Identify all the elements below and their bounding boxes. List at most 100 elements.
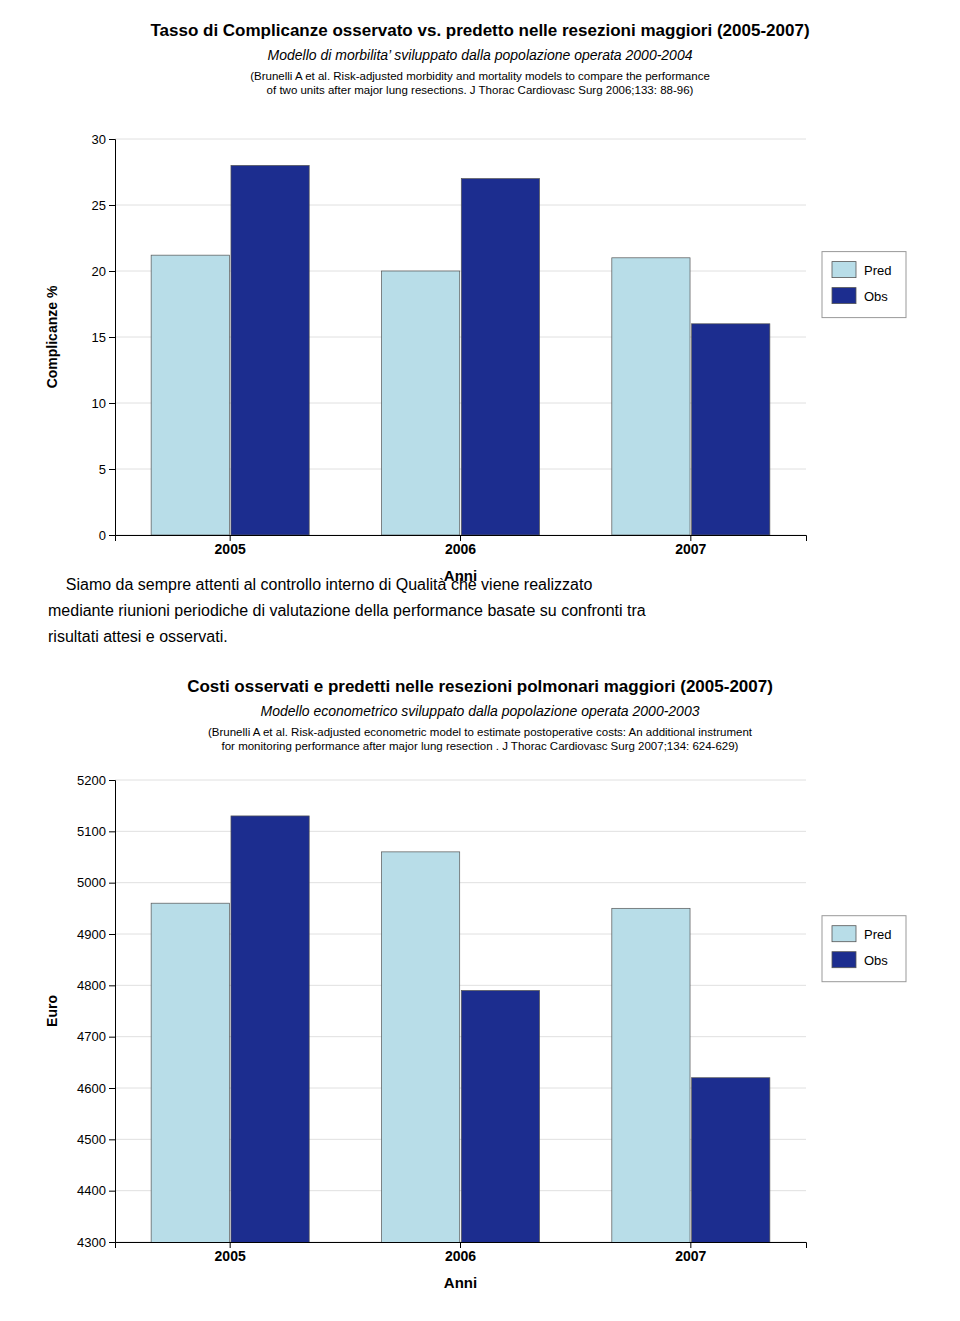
x-axis-title: Anni	[444, 1274, 477, 1291]
tick-mark	[109, 337, 115, 338]
series	[231, 165, 770, 535]
grid-line	[115, 831, 806, 832]
tick-mark	[109, 1037, 115, 1038]
bar	[612, 258, 690, 535]
legend-item: Pred	[832, 926, 891, 942]
tick: 4300	[77, 1235, 115, 1250]
tick: 30	[92, 132, 115, 147]
tick-label: 4500	[77, 1132, 106, 1147]
x-axis: 2005 2006 2007	[116, 1242, 807, 1264]
chart-subtitle: (Brunelli A et al. Risk-adjusted morbidi…	[250, 70, 710, 96]
tick: 4700	[77, 1029, 115, 1044]
tick-label: 2007	[675, 541, 706, 557]
axis-line	[109, 781, 116, 1243]
y-axis: 0 5 10 15 20 25 30	[92, 132, 116, 543]
tick: 2005	[215, 1242, 246, 1264]
tick-mark	[109, 535, 115, 536]
tick-mark	[109, 1139, 115, 1140]
grid-line	[115, 205, 806, 206]
tick-label: 4700	[77, 1029, 106, 1044]
tick-mark	[109, 1242, 115, 1243]
bars	[151, 816, 770, 1242]
annotation: Siamo da sempre attenti al controllo int…	[48, 576, 592, 593]
bar	[612, 908, 690, 1242]
tick: 4500	[77, 1132, 115, 1147]
tick: 5	[99, 462, 115, 477]
legend: Pred Obs	[822, 916, 906, 982]
legend-item: Obs	[832, 288, 888, 304]
tick-mark	[109, 780, 115, 781]
bar	[692, 1078, 770, 1242]
chart: Costi osservati e predetti nelle resezio…	[44, 677, 906, 1321]
tick: 5000	[77, 875, 115, 890]
tick-label: 15	[92, 330, 106, 345]
chart-subtitle: Modello di morbilita’ sviluppato dalla p…	[268, 47, 693, 63]
tick: 5100	[77, 824, 115, 839]
tick-label: 2006	[445, 1248, 476, 1264]
tick: 15	[92, 330, 115, 345]
legend-swatch	[832, 952, 856, 968]
chart: Tasso di Complicanze osservato vs. prede…	[44, 21, 906, 584]
bar	[692, 324, 770, 535]
tick: 2005	[215, 535, 246, 557]
tick-label: 4800	[77, 978, 106, 993]
tick-label: 5100	[77, 824, 106, 839]
tick: 2006	[445, 1242, 476, 1264]
tick-label: 2007	[675, 1248, 706, 1264]
chart-title: Tasso di Complicanze osservato vs. prede…	[150, 21, 809, 40]
bars	[151, 165, 770, 535]
annotation: risultati attesi e osservati.	[48, 628, 228, 645]
tick: 20	[92, 264, 115, 279]
grid	[115, 139, 806, 535]
tick: 0	[99, 528, 115, 543]
bar	[461, 179, 539, 535]
tick: 4600	[77, 1081, 115, 1096]
tick: 5200	[77, 773, 115, 788]
tick-label: 2005	[215, 541, 246, 557]
tick: 25	[92, 198, 115, 213]
tick: 2007	[675, 535, 706, 557]
legend-swatch	[832, 288, 856, 304]
y-axis: 4300440045004600470048004900500051005200	[77, 773, 115, 1250]
tick-mark	[109, 469, 115, 470]
tick-label: 4900	[77, 927, 106, 942]
tick-mark	[109, 271, 115, 272]
series	[231, 816, 770, 1242]
tick: 10	[92, 396, 115, 411]
page: Tasso di Complicanze osservato vs. prede…	[0, 0, 960, 1321]
chart-title: Costi osservati e predetti nelle resezio…	[187, 677, 773, 696]
legend-label: Obs	[864, 953, 888, 968]
tick-mark	[109, 1088, 115, 1089]
tick-mark	[109, 139, 115, 140]
tick-label: 4600	[77, 1081, 106, 1096]
legend-frame	[822, 916, 906, 982]
tick-label: 5200	[77, 773, 106, 788]
bar	[461, 990, 539, 1242]
grid-line	[115, 780, 806, 781]
bar	[231, 816, 309, 1242]
tick-label: 25	[92, 198, 106, 213]
legend-label: Pred	[864, 927, 891, 942]
grid-line	[115, 882, 806, 883]
tick-label: 5000	[77, 875, 106, 890]
legend-item: Obs	[832, 952, 888, 968]
tick-mark	[109, 934, 115, 935]
tick-mark	[109, 985, 115, 986]
bar	[231, 165, 309, 535]
grid-line	[115, 139, 806, 140]
legend-swatch	[832, 926, 856, 942]
legend-label: Obs	[864, 289, 888, 304]
tick-label: 30	[92, 132, 106, 147]
tick-label: 4300	[77, 1235, 106, 1250]
legend-label: Pred	[864, 263, 891, 278]
tick-label: 20	[92, 264, 106, 279]
legend-frame	[822, 252, 906, 318]
x-axis: 200520062007	[116, 535, 807, 557]
annotation: mediante riunioni periodiche di valutazi…	[48, 602, 646, 619]
tick-label: 2005	[215, 1248, 246, 1264]
tick-label: 5	[99, 462, 106, 477]
legend-swatch	[832, 262, 856, 278]
tick-mark	[109, 1191, 115, 1192]
bar	[381, 852, 459, 1242]
chart-subtitle: (Brunelli A et al. Risk-adjusted econome…	[208, 726, 753, 752]
